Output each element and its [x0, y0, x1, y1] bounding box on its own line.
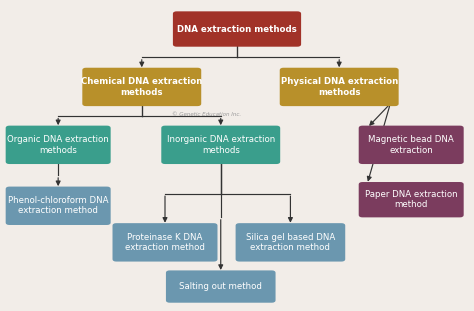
Text: Salting out method: Salting out method: [179, 282, 262, 291]
FancyBboxPatch shape: [236, 223, 345, 262]
FancyBboxPatch shape: [6, 126, 110, 164]
FancyBboxPatch shape: [280, 68, 399, 106]
Text: Organic DNA extraction
methods: Organic DNA extraction methods: [7, 135, 109, 155]
Text: DNA extraction methods: DNA extraction methods: [177, 25, 297, 34]
FancyBboxPatch shape: [166, 270, 275, 303]
FancyBboxPatch shape: [359, 126, 464, 164]
FancyBboxPatch shape: [6, 187, 110, 225]
Text: Paper DNA extraction
method: Paper DNA extraction method: [365, 190, 457, 209]
FancyBboxPatch shape: [82, 68, 201, 106]
Text: Magnetic bead DNA
extraction: Magnetic bead DNA extraction: [368, 135, 454, 155]
Text: Proteinase K DNA
extraction method: Proteinase K DNA extraction method: [125, 233, 205, 252]
Text: Physical DNA extraction
methods: Physical DNA extraction methods: [281, 77, 398, 97]
Text: Inorganic DNA extraction
methods: Inorganic DNA extraction methods: [167, 135, 275, 155]
FancyBboxPatch shape: [112, 223, 218, 262]
Text: Silica gel based DNA
extraction method: Silica gel based DNA extraction method: [246, 233, 335, 252]
Text: Phenol-chloroform DNA
extraction method: Phenol-chloroform DNA extraction method: [8, 196, 109, 216]
Text: © Genetic Education Inc.: © Genetic Education Inc.: [172, 112, 241, 117]
FancyBboxPatch shape: [359, 182, 464, 217]
FancyBboxPatch shape: [161, 126, 280, 164]
Text: Chemical DNA extraction
methods: Chemical DNA extraction methods: [81, 77, 202, 97]
FancyBboxPatch shape: [173, 11, 301, 47]
